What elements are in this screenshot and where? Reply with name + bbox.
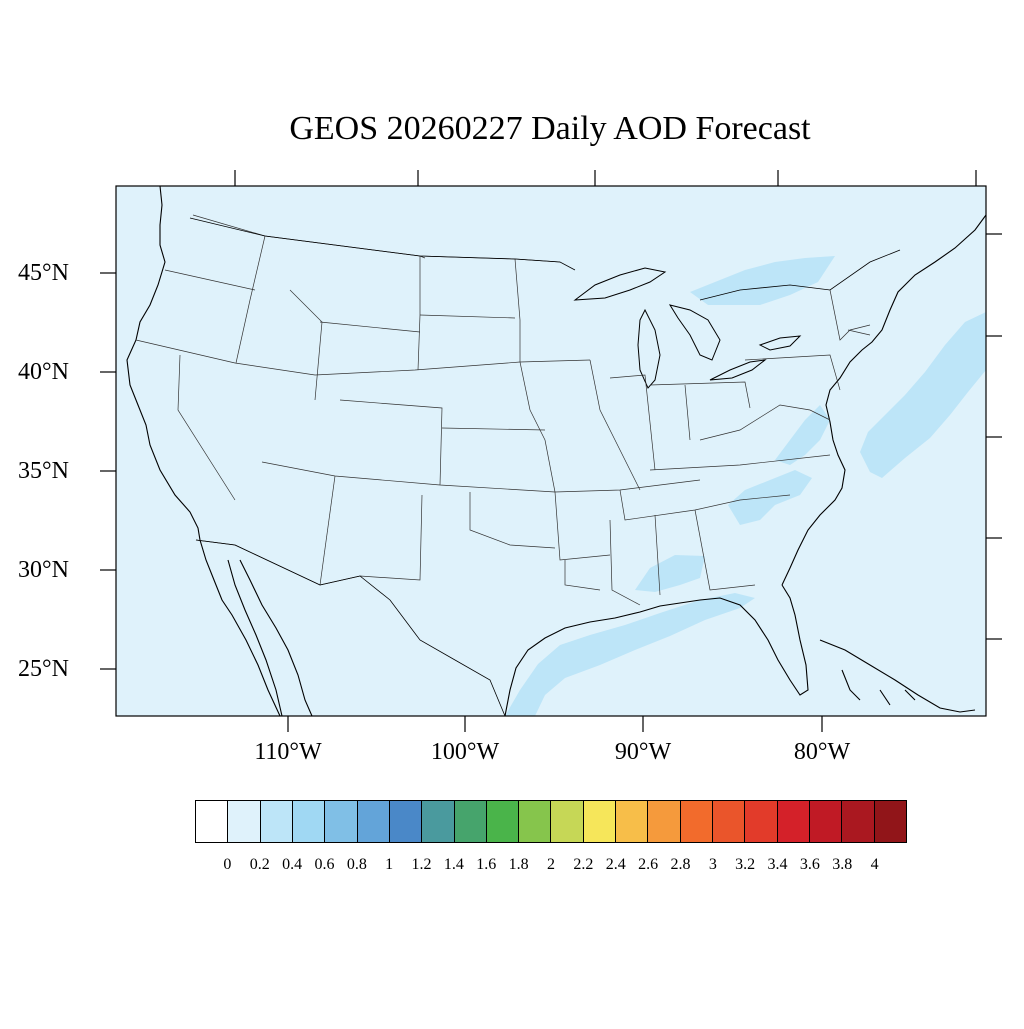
coast-gulf bbox=[504, 584, 809, 717]
lake-erie bbox=[709, 359, 767, 381]
colorbar-box-15 bbox=[680, 801, 713, 842]
colorbar-box-7 bbox=[422, 801, 455, 842]
colorbar-box-5 bbox=[357, 801, 390, 842]
lon-label-80w: 80°W bbox=[793, 739, 851, 765]
colorbar-label-15: 3 bbox=[708, 856, 717, 873]
colorbar-labels: 0 0.2 0.4 0.6 0.8 1 1.2 1.4 1.6 1.8 2 2.2 2.4 2.6 2.8 3… bbox=[0, 856, 1024, 876]
colorbar-label-16: 3.2 bbox=[735, 856, 756, 873]
plume-carolinas bbox=[775, 405, 830, 465]
colorbar-label-8: 1.6 bbox=[476, 856, 497, 873]
colorbar-box-6 bbox=[389, 801, 423, 842]
colorbar-box-8 bbox=[454, 801, 487, 842]
colorbar-label-4: 0.8 bbox=[346, 856, 367, 873]
lon-label-90w: 90°W bbox=[614, 739, 672, 765]
coast-bahamas bbox=[841, 669, 916, 706]
lake-superior bbox=[573, 267, 667, 301]
colorbar-label-17: 3.4 bbox=[767, 856, 788, 873]
plume-southeast bbox=[728, 470, 812, 525]
map-title: GEOS 20260227 Daily AOD Forecast bbox=[289, 110, 811, 147]
colorbar-box-3 bbox=[292, 801, 326, 842]
colorbar-label-13: 2.6 bbox=[638, 856, 659, 873]
colorbar-label-18: 3.6 bbox=[799, 856, 820, 873]
plume-gulf-inland bbox=[635, 555, 705, 592]
colorbar-label-14: 2.8 bbox=[670, 856, 691, 873]
colorbar-box-16 bbox=[713, 801, 746, 842]
lake-huron bbox=[668, 304, 721, 361]
plume-great-lakes bbox=[690, 256, 835, 305]
colorbar-box-20 bbox=[842, 801, 875, 842]
colorbar-label-3: 0.6 bbox=[314, 856, 335, 873]
colorbar-label-6: 1.2 bbox=[411, 856, 432, 873]
colorbar-label-5: 1 bbox=[385, 856, 394, 873]
lon-label-100w: 100°W bbox=[430, 739, 500, 765]
national-borders bbox=[189, 217, 901, 717]
map-frame bbox=[115, 185, 987, 717]
colorbar-label-12: 2.4 bbox=[605, 856, 626, 873]
colorbar-label-7: 1.4 bbox=[443, 856, 464, 873]
plume-gulf bbox=[505, 593, 755, 716]
lat-label-45n: 45°N bbox=[18, 260, 69, 286]
colorbar-label-9: 1.8 bbox=[508, 856, 529, 873]
coast-east bbox=[781, 214, 987, 586]
map-background bbox=[116, 186, 986, 716]
colorbar-box-21 bbox=[874, 801, 906, 842]
colorbar-box-1 bbox=[228, 801, 261, 842]
colorbar-box-0 bbox=[196, 801, 229, 842]
tick-marks bbox=[100, 170, 1002, 732]
colorbar-label-20: 4 bbox=[870, 856, 879, 873]
colorbar-label-2: 0.4 bbox=[282, 856, 303, 873]
colorbar-box-9 bbox=[486, 801, 520, 842]
plume-atlantic bbox=[860, 312, 986, 478]
coast-gulf-of-california bbox=[239, 559, 313, 717]
colorbar-box-11 bbox=[551, 801, 584, 842]
colorbar-box-4 bbox=[325, 801, 358, 842]
colorbar-box-18 bbox=[777, 801, 810, 842]
colorbar-box-10 bbox=[519, 801, 552, 842]
lat-label-25n: 25°N bbox=[18, 656, 69, 682]
colorbar-box-2 bbox=[260, 801, 293, 842]
colorbar-box-13 bbox=[616, 801, 649, 842]
colorbar-label-1: 0.2 bbox=[249, 856, 270, 873]
coast-baja bbox=[227, 559, 283, 717]
lat-label-35n: 35°N bbox=[18, 458, 69, 484]
lake-michigan bbox=[637, 308, 661, 389]
colorbar-label-10: 2 bbox=[547, 856, 555, 873]
colorbar-label-0: 0 bbox=[223, 856, 232, 873]
lat-label-40n: 40°N bbox=[18, 359, 69, 385]
great-lakes bbox=[573, 267, 802, 389]
colorbar bbox=[195, 800, 907, 843]
lat-label-30n: 30°N bbox=[18, 557, 69, 583]
lake-ontario bbox=[758, 335, 802, 351]
colorbar-label-11: 2.2 bbox=[573, 856, 594, 873]
colorbar-box-17 bbox=[745, 801, 778, 842]
coast-cuba bbox=[819, 639, 976, 713]
colorbar-box-19 bbox=[809, 801, 843, 842]
coastlines bbox=[126, 185, 987, 717]
lon-label-110w: 110°W bbox=[254, 739, 322, 765]
coast-west bbox=[126, 185, 281, 717]
colorbar-label-19: 3.8 bbox=[832, 856, 853, 873]
aod-plumes bbox=[505, 256, 986, 716]
colorbar-box-14 bbox=[648, 801, 681, 842]
colorbar-box-12 bbox=[583, 801, 617, 842]
